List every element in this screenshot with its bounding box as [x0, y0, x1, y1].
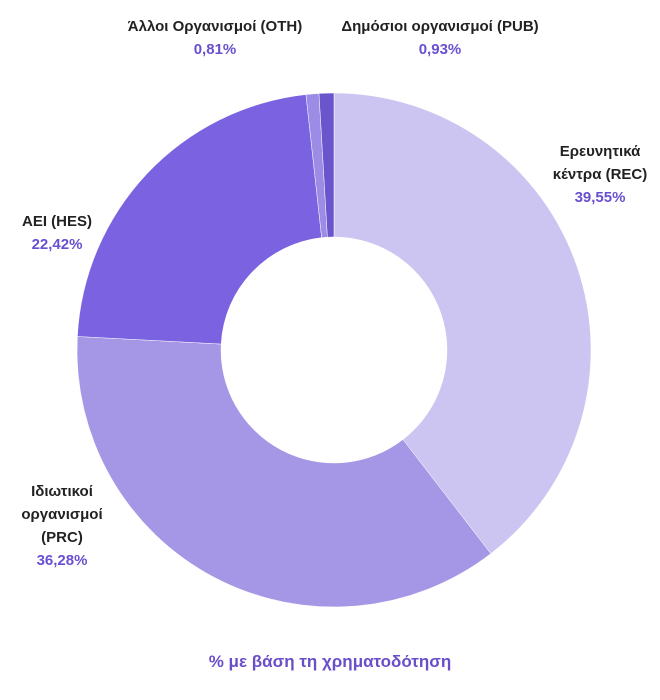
category-label: Άλλοι Οργανισμοί (OTH): [127, 18, 303, 35]
value-label: 22,42%: [31, 236, 83, 253]
data-label: ΑΕΙ (HES) 22,42%: [7, 210, 107, 256]
data-label: Άλλοι Οργανισμοί (OTH) 0,81%: [126, 15, 304, 61]
data-label: Ιδιωτικοί οργανισμοί (PRC) 36,28%: [15, 480, 110, 572]
value-label: 0,81%: [193, 41, 237, 58]
category-label: Δημόσιοι οργανισμοί (PUB): [341, 18, 539, 35]
data-label: Ερευνητικά κέντρα (REC) 39,55%: [545, 140, 655, 209]
category-label: ΑΕΙ (HES): [21, 213, 92, 230]
value-label: 36,28%: [36, 552, 88, 569]
data-label: Δημόσιοι οργανισμοί (PUB) 0,93%: [340, 15, 540, 61]
donut-slice: [77, 94, 322, 345]
chart-title: % με βάση τη χρηματοδότηση: [208, 652, 452, 671]
category-label: Ερευνητικά κέντρα (REC): [552, 143, 648, 183]
donut-slice: [333, 92, 592, 554]
donut-slice: [318, 92, 335, 238]
value-label: 0,93%: [418, 41, 462, 58]
category-label: Ιδιωτικοί οργανισμοί (PRC): [21, 483, 103, 546]
value-label: 39,55%: [574, 189, 626, 206]
donut-slice: [76, 336, 492, 608]
